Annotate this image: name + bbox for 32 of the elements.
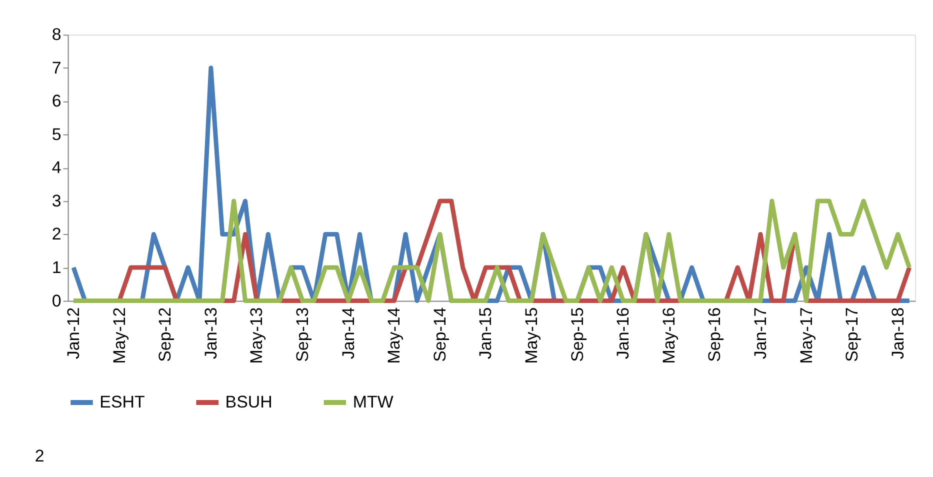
x-tick-label: Sep-12 (156, 307, 175, 362)
legend-label: BSUH (225, 392, 272, 412)
x-tick-label: Jan-17 (750, 307, 770, 360)
x-tick-label: Jan-18 (888, 307, 908, 360)
legend-label: MTW (352, 392, 394, 412)
y-tick-label: 2 (52, 224, 62, 244)
y-tick-label: 0 (52, 291, 62, 310)
text: 2 (34, 446, 44, 466)
x-tick-label: May-15 (522, 307, 541, 364)
x-tick-label: May-16 (659, 307, 678, 364)
x-tick-label: May-13 (247, 307, 266, 364)
x-tick-label: Sep-17 (842, 307, 862, 362)
y-tick-label: 3 (52, 191, 62, 210)
x-tick-label: Sep-16 (705, 307, 724, 362)
x-tick-label: Jan-16 (614, 307, 633, 360)
y-tick-label: 4 (52, 158, 62, 178)
x-tick-label: Jan-13 (201, 307, 220, 360)
x-tick-label: May-12 (110, 307, 129, 364)
x-tick-label: Jan-12 (64, 307, 83, 360)
x-tick-label: Sep-13 (292, 307, 312, 362)
x-tick-label: May-14 (384, 307, 404, 364)
x-tick-label: Sep-15 (568, 307, 587, 362)
x-tick-label: Sep-14 (430, 307, 450, 362)
y-tick-label: 7 (52, 58, 62, 78)
x-tick-label: Jan-15 (476, 307, 496, 360)
x-tick-label: May-17 (796, 307, 816, 364)
y-tick-label: 6 (52, 92, 62, 111)
y-tick-label: 5 (52, 124, 62, 144)
y-tick-label: 1 (52, 258, 62, 278)
legend-label: ESHT (100, 392, 145, 412)
x-tick-label: Jan-14 (338, 307, 358, 360)
y-tick-label: 8 (52, 25, 62, 44)
